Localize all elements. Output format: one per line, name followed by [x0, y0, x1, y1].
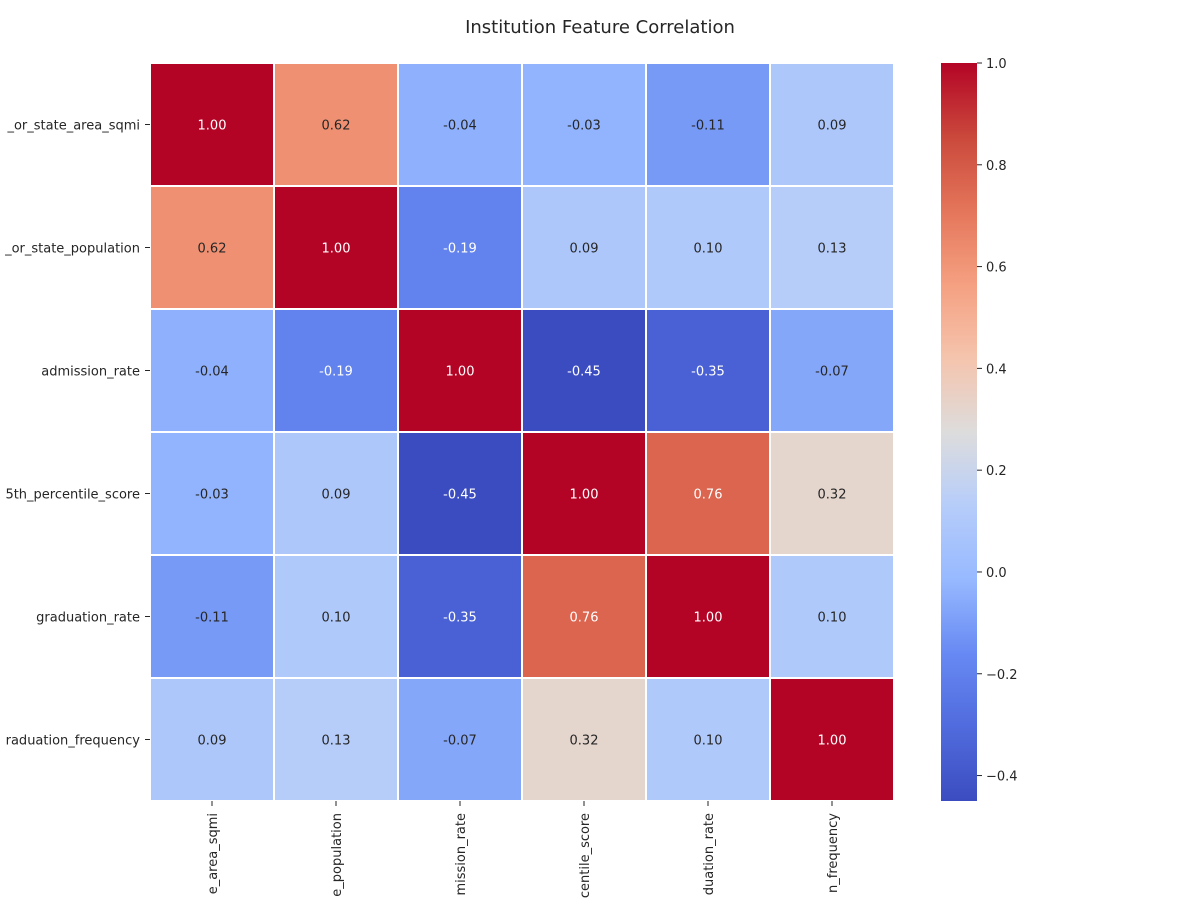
column-label: e_area_sqmi: [206, 813, 221, 894]
colorbar-gradient: [941, 63, 977, 801]
cell-value-label: -0.45: [567, 365, 601, 380]
cell-value-label: 1.00: [322, 242, 351, 257]
cell-value-label: 0.62: [198, 242, 227, 257]
heatmap-cell: [645, 308, 771, 433]
cell-value-label: 1.00: [570, 488, 599, 503]
heatmap-cell: [273, 185, 399, 310]
colorbar-tick-label: 0.2: [986, 464, 1007, 479]
cell-value-label: -0.19: [443, 242, 477, 257]
cell-value-label: 0.13: [818, 242, 847, 257]
colorbar-tick-label: 1.0: [986, 57, 1007, 72]
colorbar: 1.0 0.8 0.6 0.4 0.2 0.0 −0.2 −0.4: [941, 57, 1018, 801]
row-label: _or_state_population: [4, 242, 140, 257]
cell-value-label: -0.11: [691, 119, 725, 134]
cell-value-label: 0.62: [322, 119, 351, 134]
colorbar-tick-label: 0.8: [986, 159, 1007, 174]
heatmap-cell: [273, 431, 399, 556]
column-label: n_frequency: [826, 813, 841, 893]
cell-value-label: 1.00: [694, 611, 723, 626]
cell-value-label: 0.09: [570, 242, 599, 257]
heatmap-cell: [273, 62, 399, 187]
cell-value-label: 0.09: [198, 734, 227, 749]
cell-value-label: 0.13: [322, 734, 351, 749]
colorbar-tick-label: 0.0: [986, 566, 1007, 581]
heatmap-cell: [769, 62, 895, 187]
cell-value-label: 0.76: [694, 488, 723, 503]
heatmap-cell: [521, 554, 647, 679]
cell-value-label: -0.04: [443, 119, 477, 134]
cell-value-label: -0.03: [195, 488, 229, 503]
colorbar-tick-label: −0.4: [986, 770, 1018, 785]
column-labels: e_area_sqmi e_population mission_rate centi…: [206, 801, 841, 898]
heatmap-cell: [149, 677, 275, 802]
colorbar-tick-label: −0.2: [986, 668, 1018, 683]
row-label: raduation_frequency: [6, 734, 141, 749]
heatmap-cell: [769, 677, 895, 802]
heatmap-cell: [521, 431, 647, 556]
heatmap-cell: [645, 431, 771, 556]
cell-value-label: 0.10: [818, 611, 847, 626]
heatmap-cell: [521, 308, 647, 433]
column-label: mission_rate: [454, 813, 469, 896]
cell-value-label: -0.11: [195, 611, 229, 626]
heatmap-cell: [769, 308, 895, 433]
heatmap-cell: [273, 308, 399, 433]
heatmap-cell: [521, 185, 647, 310]
cell-value-label: -0.35: [691, 365, 725, 380]
chart-title: Institution Feature Correlation: [465, 17, 735, 38]
row-label: graduation_rate: [36, 611, 140, 626]
cell-value-label: 0.32: [570, 734, 599, 749]
heatmap-cell: [645, 554, 771, 679]
column-label: centile_score: [578, 813, 593, 898]
row-labels: _or_state_area_sqmi _or_state_populationa…: [4, 119, 150, 749]
heatmap-cell: [397, 431, 523, 556]
cell-value-label: 0.10: [694, 242, 723, 257]
cell-value-label: 1.00: [198, 119, 227, 134]
row-label: _or_state_area_sqmi: [6, 119, 140, 134]
cell-value-label: -0.07: [443, 734, 477, 749]
cell-value-label: -0.07: [815, 365, 849, 380]
heatmap-cells: 1.00 0.62 -0.04 -0.03 -0.11 0.09 0.62 1.00 -0.19…: [149, 62, 895, 802]
colorbar-tick-label: 0.6: [986, 261, 1007, 276]
cell-value-label: 0.76: [570, 611, 599, 626]
heatmap-cell: [397, 62, 523, 187]
heatmap-cell: [769, 185, 895, 310]
heatmap-cell: [149, 431, 275, 556]
cell-value-label: -0.19: [319, 365, 353, 380]
cell-value-label: -0.04: [195, 365, 229, 380]
cell-value-label: 0.10: [322, 611, 351, 626]
cell-value-label: 0.32: [818, 488, 847, 503]
heatmap-cell: [769, 431, 895, 556]
cell-value-label: 0.10: [694, 734, 723, 749]
row-label: admission_rate: [41, 365, 140, 380]
heatmap-cell: [769, 554, 895, 679]
cell-value-label: -0.45: [443, 488, 477, 503]
cell-value-label: -0.35: [443, 611, 477, 626]
heatmap-cell: [397, 554, 523, 679]
column-label: e_population: [330, 813, 345, 897]
cell-value-label: 0.09: [322, 488, 351, 503]
heatmap-cell: [149, 62, 275, 187]
row-label: 5th_percentile_score: [5, 488, 140, 503]
heatmap-cell: [149, 554, 275, 679]
colorbar-tick-label: 0.4: [986, 362, 1007, 377]
cell-value-label: -0.03: [567, 119, 601, 134]
cell-value-label: 1.00: [818, 734, 847, 749]
cell-value-label: 0.09: [818, 119, 847, 134]
column-label: duation_rate: [702, 813, 717, 895]
cell-value-label: 1.00: [446, 365, 475, 380]
